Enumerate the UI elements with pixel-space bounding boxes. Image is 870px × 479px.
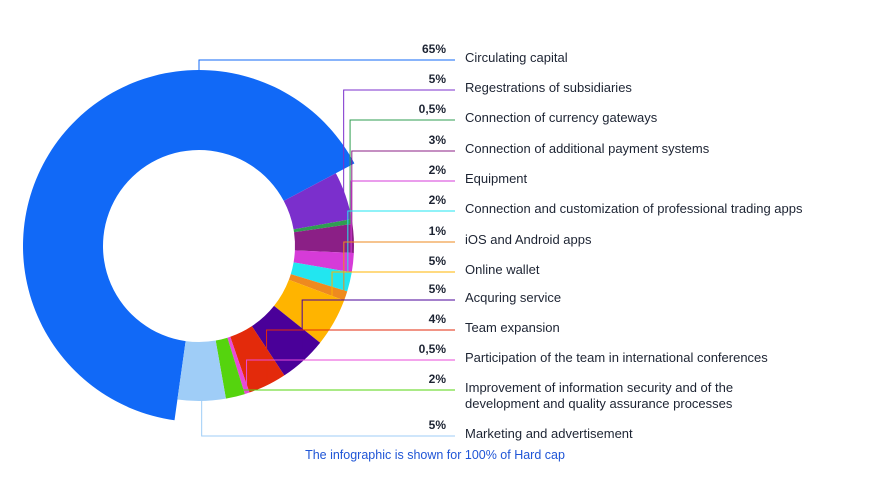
slice-percent-8: 5%	[429, 254, 447, 268]
slice-3	[293, 219, 353, 233]
leader-line-12	[234, 389, 455, 395]
slice-label-10: Team expansion	[465, 320, 560, 335]
slice-12	[215, 337, 245, 399]
slice-percent-11: 0,5%	[419, 342, 447, 356]
slice-percent-13: 5%	[429, 418, 447, 432]
leader-line-5	[350, 180, 455, 263]
slice-percent-12: 2%	[429, 372, 447, 386]
slice-1	[22, 69, 355, 421]
leader-line-11	[246, 359, 455, 392]
leader-line-6	[347, 210, 455, 282]
slice-label-4: Connection of additional payment systems	[465, 141, 710, 156]
leader-line-8	[331, 271, 455, 322]
slice-percent-5: 2%	[429, 163, 447, 177]
slice-2	[283, 173, 352, 230]
slice-label-1: Circulating capital	[465, 50, 568, 65]
slice-label-5: Equipment	[465, 171, 528, 186]
slice-percent-10: 4%	[429, 312, 447, 326]
slice-percent-3: 0,5%	[419, 102, 447, 116]
leader-line-10	[266, 329, 455, 384]
slice-label-3: Connection of currency gateways	[465, 110, 658, 125]
leader-line-1	[198, 59, 455, 70]
slice-label-13: Marketing and advertisement	[465, 426, 633, 441]
footnote: The infographic is shown for 100% of Har…	[305, 448, 565, 462]
slice-label-12: Improvement of information security and …	[465, 380, 733, 411]
slice-11	[227, 336, 250, 395]
slice-percent-7: 1%	[429, 224, 447, 238]
slice-percent-2: 5%	[429, 72, 447, 86]
slice-percent-6: 2%	[429, 193, 447, 207]
leader-line-3	[349, 119, 455, 222]
slice-label-6: Connection and customization of professi…	[465, 201, 803, 216]
slice-13	[177, 340, 226, 401]
slice-8	[274, 279, 345, 343]
leader-line-13	[201, 398, 455, 437]
slice-label-8: Online wallet	[465, 262, 540, 277]
slice-percent-4: 3%	[429, 133, 447, 147]
slice-percent-1: 65%	[422, 42, 446, 56]
slice-label-11: Participation of the team in internation…	[465, 350, 768, 365]
slice-9	[251, 305, 321, 376]
slice-4	[294, 223, 354, 254]
slice-label-2: Regestrations of subsidiaries	[465, 80, 632, 95]
leader-line-7	[343, 241, 455, 296]
leader-line-2	[343, 89, 455, 197]
slice-label-7: iOS and Android apps	[465, 232, 592, 247]
slice-7	[288, 274, 348, 301]
leader-line-9	[301, 299, 455, 359]
slice-5	[293, 250, 354, 273]
slice-10	[230, 326, 285, 393]
slice-label-9: Acquring service	[465, 290, 561, 305]
leader-line-4	[351, 150, 455, 239]
slice-6	[290, 262, 352, 292]
slice-percent-9: 5%	[429, 282, 447, 296]
